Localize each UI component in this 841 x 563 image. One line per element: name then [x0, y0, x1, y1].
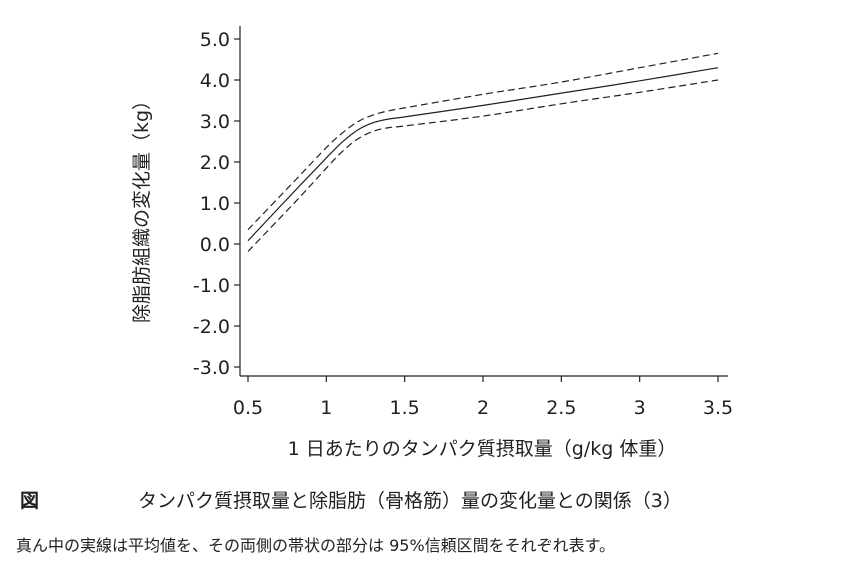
x-tick-label: 1.5	[390, 397, 420, 419]
x-tick-label: 3.5	[703, 397, 733, 419]
series-line-upper	[247, 52, 719, 231]
x-axis: 0.5 1 1.5 2 2.5 3 3.5	[233, 375, 733, 419]
x-tick-label: 0.5	[233, 397, 263, 419]
y-axis-label: 除脂肪組織の変化量（kg）	[131, 91, 153, 323]
y-tick-label: 2.0	[200, 152, 230, 174]
y-tick-label: -2.0	[193, 316, 230, 338]
x-tick-label: 1	[320, 397, 332, 419]
figure-caption: 図 タンパク質摂取量と除脂肪（骨格筋）量の変化量との関係（3）	[20, 486, 682, 513]
y-tick-label: 3.0	[200, 111, 230, 133]
x-tick-label: 3	[634, 397, 646, 419]
y-tick-label: -3.0	[193, 357, 230, 379]
x-tick-label: 2.5	[546, 397, 576, 419]
y-tick-label: 4.0	[200, 70, 230, 92]
y-tick-label: 1.0	[200, 193, 230, 215]
y-tick-label: 5.0	[200, 29, 230, 51]
figure-note: 真ん中の実線は平均値を、その両側の帯状の部分は 95%信頼区間をそれぞれ表す。	[16, 536, 616, 555]
figure-title: タンパク質摂取量と除脂肪（骨格筋）量の変化量との関係（3）	[138, 490, 682, 512]
x-axis-label: 1 日あたりのタンパク質摂取量（g/kg 体重）	[288, 438, 677, 460]
chart: 5.0 4.0 3.0 2.0 1.0 0.0 -1.0 -2.0 -3.0 0.5 1 1.5 2 2…	[131, 26, 733, 460]
x-tick-label: 2	[477, 397, 489, 419]
figure-label: 図	[20, 490, 40, 512]
series-line-lower	[247, 79, 719, 252]
y-tick-label: 0.0	[200, 234, 230, 256]
series-line-mean	[247, 67, 719, 242]
y-tick-label: -1.0	[193, 275, 230, 297]
plot-lines	[247, 52, 719, 252]
y-axis: 5.0 4.0 3.0 2.0 1.0 0.0 -1.0 -2.0 -3.0	[193, 26, 241, 379]
